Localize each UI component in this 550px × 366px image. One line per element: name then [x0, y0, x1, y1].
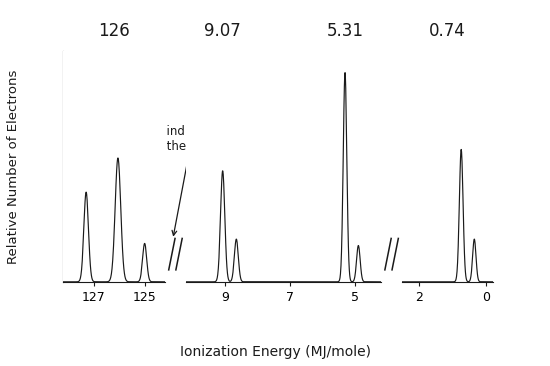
Text: 0.74: 0.74 — [429, 22, 466, 40]
Text: Relative Number of Electrons: Relative Number of Electrons — [7, 69, 20, 264]
Text: Ionization Energy (MJ/mole): Ionization Energy (MJ/mole) — [179, 345, 371, 359]
Text: 126: 126 — [98, 22, 130, 40]
Text: 9.07: 9.07 — [204, 22, 241, 40]
Text: 5.31: 5.31 — [327, 22, 364, 40]
Text: These lines indicate a change of
scale along the horizontal axis.: These lines indicate a change of scale a… — [96, 125, 287, 235]
